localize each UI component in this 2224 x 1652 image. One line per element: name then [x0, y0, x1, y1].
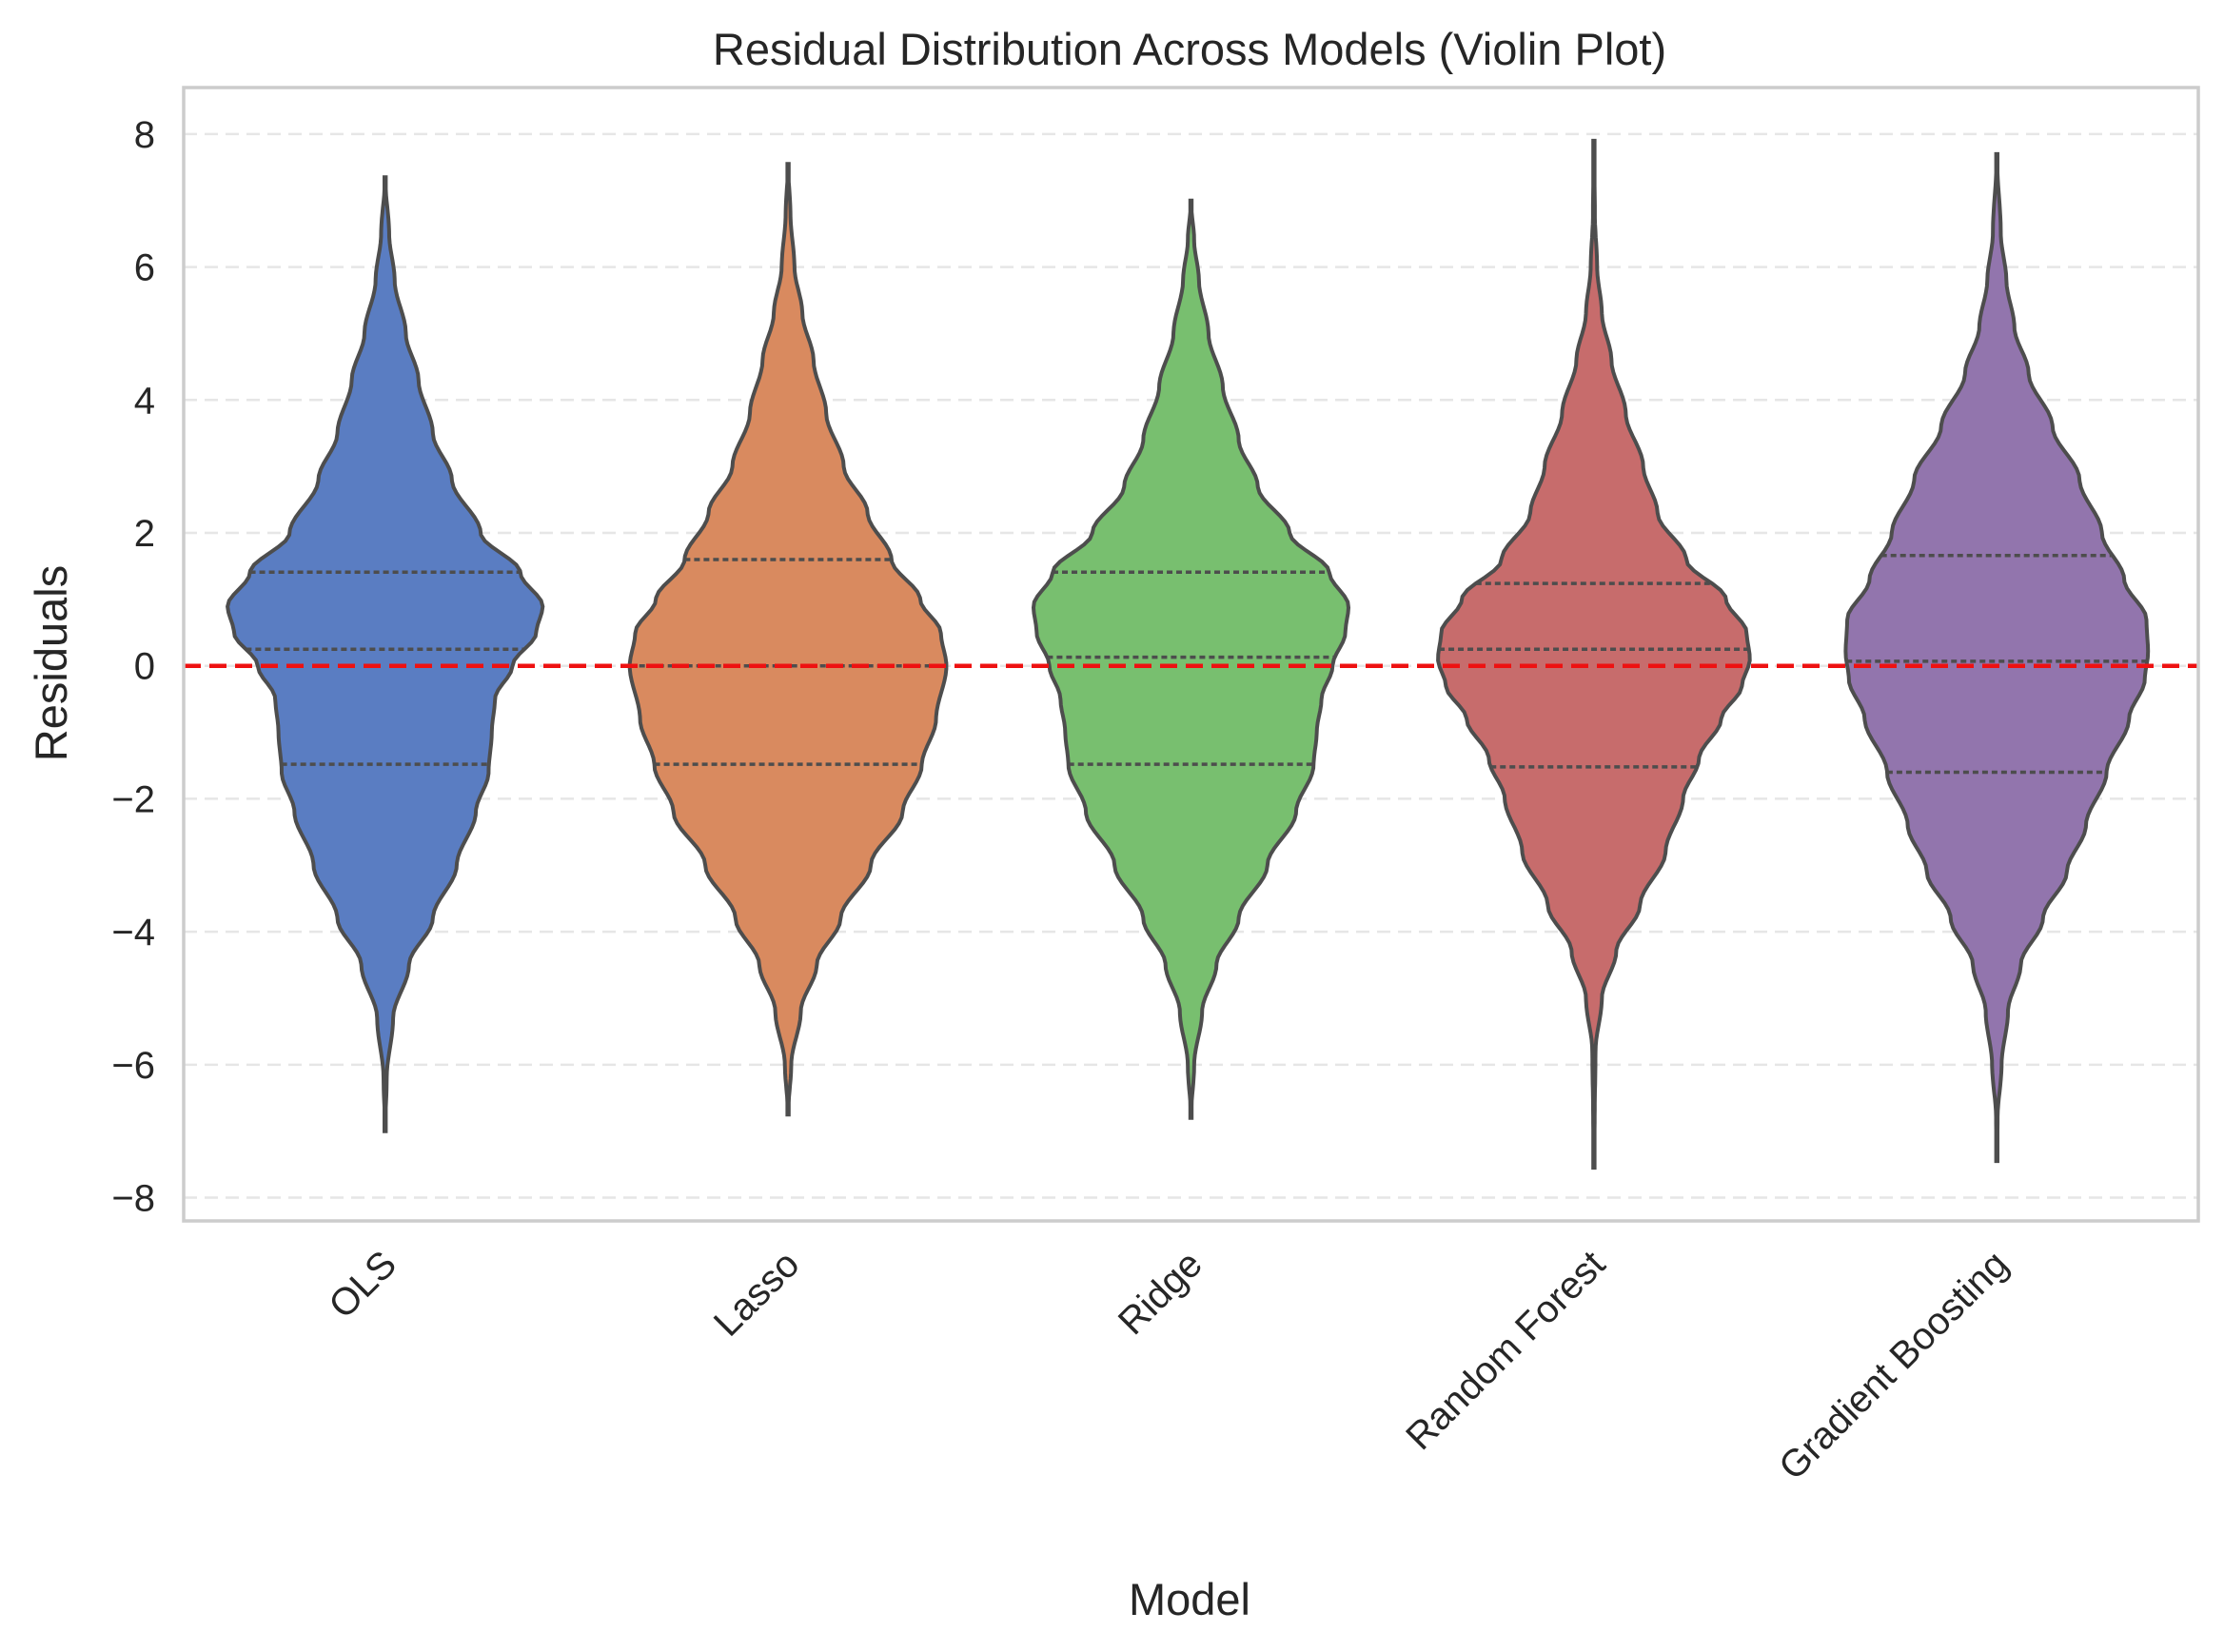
violin-ols [226, 175, 545, 1133]
chart-title: Residual Distribution Across Models (Vio… [713, 24, 1666, 74]
y-tick-label: −2 [111, 778, 155, 820]
y-tick-label: −4 [111, 912, 155, 954]
violin-gradient-boosting [1843, 151, 2151, 1164]
violin-lasso [627, 162, 949, 1117]
x-axis-label: Model [1129, 1574, 1250, 1624]
violin-random-forest [1436, 138, 1752, 1170]
y-tick-label: 6 [134, 247, 155, 289]
y-tick-label: 8 [134, 114, 155, 156]
y-tick-label: 0 [134, 646, 155, 688]
y-axis-label: Residuals [26, 565, 76, 761]
y-tick-label: −6 [111, 1045, 155, 1087]
plot-frame [182, 86, 2200, 1223]
y-tick-label: 2 [134, 513, 155, 555]
y-tick-label: −8 [111, 1178, 155, 1220]
y-tick-labels: −8 −6 −4 −2 0 2 4 6 8 [111, 114, 155, 1220]
violin-ridge [1031, 198, 1351, 1120]
violins [226, 138, 2151, 1170]
y-tick-label: 4 [134, 380, 155, 422]
